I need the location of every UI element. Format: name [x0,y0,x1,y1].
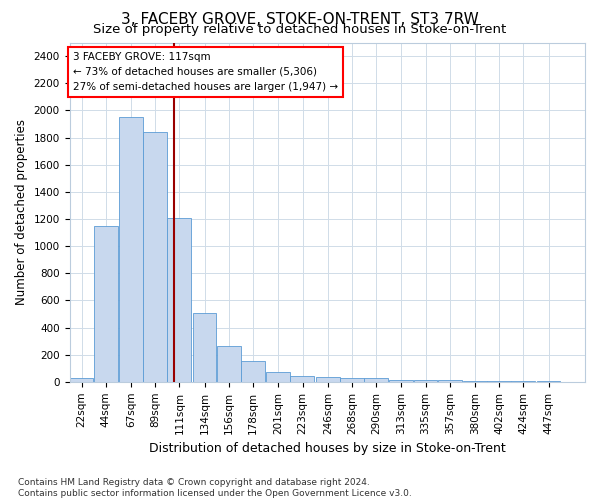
Bar [217,346,241,382]
Bar [193,312,217,382]
Bar [389,380,413,382]
Bar [463,381,487,382]
Bar [94,226,118,382]
Bar [143,132,167,382]
Bar [119,117,143,382]
Bar [167,218,191,382]
Bar [364,378,388,382]
Bar [340,378,364,382]
X-axis label: Distribution of detached houses by size in Stoke-on-Trent: Distribution of detached houses by size … [149,442,506,455]
Bar [241,361,265,382]
Bar [290,376,314,382]
Bar [266,372,290,382]
Text: 3 FACEBY GROVE: 117sqm
← 73% of detached houses are smaller (5,306)
27% of semi-: 3 FACEBY GROVE: 117sqm ← 73% of detached… [73,52,338,92]
Y-axis label: Number of detached properties: Number of detached properties [15,119,28,305]
Bar [438,380,461,382]
Text: Size of property relative to detached houses in Stoke-on-Trent: Size of property relative to detached ho… [94,22,506,36]
Text: 3, FACEBY GROVE, STOKE-ON-TRENT, ST3 7RW: 3, FACEBY GROVE, STOKE-ON-TRENT, ST3 7RW [121,12,479,28]
Text: Contains HM Land Registry data © Crown copyright and database right 2024.
Contai: Contains HM Land Registry data © Crown c… [18,478,412,498]
Bar [70,378,94,382]
Bar [316,377,340,382]
Bar [487,381,511,382]
Bar [413,380,437,382]
